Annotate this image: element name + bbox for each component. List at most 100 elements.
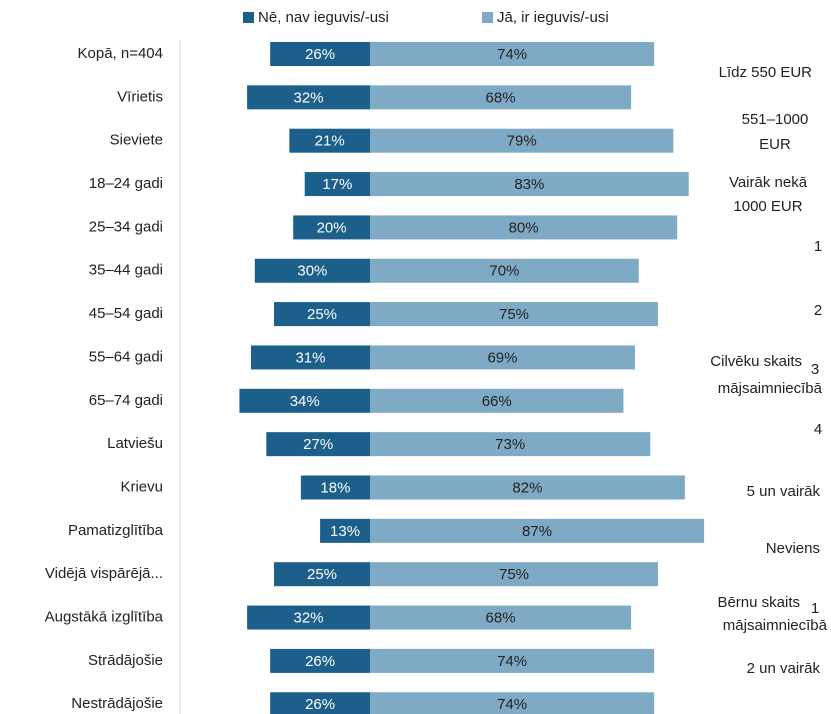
category-label: Nestrādājošie	[71, 695, 163, 712]
annotation: Neviens	[766, 540, 820, 557]
category-label: 65–74 gadi	[89, 392, 163, 409]
data-label: 73%	[495, 436, 525, 453]
data-label: 25%	[307, 566, 337, 583]
bar-segment	[247, 85, 370, 110]
bar-segment	[370, 648, 655, 673]
bar-segment	[247, 605, 370, 630]
data-label: 31%	[295, 349, 325, 366]
category-label: 25–34 gadi	[89, 218, 163, 235]
legend-swatch	[482, 12, 493, 23]
category-label: Latviešu	[107, 435, 163, 452]
data-label: 69%	[487, 349, 517, 366]
legend-swatch	[243, 12, 254, 23]
data-label: 25%	[307, 306, 337, 323]
data-label: 32%	[294, 610, 324, 627]
bar-segment	[274, 302, 370, 327]
bar-segment	[370, 475, 685, 500]
bar-segment	[293, 215, 370, 240]
data-label: 30%	[297, 263, 327, 280]
annotation: 2	[814, 302, 822, 319]
data-label: 32%	[294, 89, 324, 106]
category-label: 55–64 gadi	[89, 348, 163, 365]
bar-segment	[370, 692, 655, 714]
data-label: 80%	[509, 219, 539, 236]
bar-segment	[300, 475, 370, 500]
bar-segment	[320, 518, 370, 543]
data-label: 68%	[486, 610, 516, 627]
annotation: EUR	[759, 136, 791, 153]
annotation: 551–1000	[742, 111, 809, 128]
data-label: 75%	[499, 566, 529, 583]
data-label: 66%	[482, 393, 512, 410]
annotation: mājsaimniecībā	[723, 617, 828, 634]
bar-segment	[370, 345, 635, 370]
data-label: 26%	[305, 46, 335, 63]
bar-segment	[239, 388, 370, 413]
annotation: 4	[814, 421, 822, 438]
annotation: Bērnu skaits	[717, 594, 800, 611]
data-label: 79%	[507, 133, 537, 150]
data-label: 20%	[317, 219, 347, 236]
bar-segment	[270, 648, 370, 673]
bar-segment	[254, 258, 370, 283]
category-label: 35–44 gadi	[89, 262, 163, 279]
bar-segment	[250, 345, 370, 370]
data-label: 70%	[489, 263, 519, 280]
annotation: Līdz 550 EUR	[719, 64, 813, 81]
data-label: 83%	[514, 176, 544, 193]
annotation: 5 un vairāk	[747, 483, 821, 500]
annotation: Vairāk nekā	[729, 174, 808, 191]
annotation: 1	[814, 238, 822, 255]
data-label: 21%	[315, 133, 345, 150]
data-label: 75%	[499, 306, 529, 323]
bar-segment	[289, 128, 370, 153]
bar-segment	[370, 215, 678, 240]
bar-segment	[370, 432, 651, 457]
category-label: Pamatizglītība	[68, 522, 164, 539]
bar-segment	[370, 562, 658, 587]
data-label: 27%	[303, 436, 333, 453]
data-label: 74%	[497, 653, 527, 670]
annotation: 2 un vairāk	[747, 660, 821, 677]
data-label: 18%	[320, 479, 350, 496]
legend-label: Jā, ir ieguvis/-usi	[497, 9, 609, 26]
data-label: 26%	[305, 653, 335, 670]
data-label: 13%	[330, 523, 360, 540]
bar-segment	[370, 42, 655, 66]
data-label: 74%	[497, 46, 527, 63]
category-label: Vidējā vispārējā...	[45, 565, 163, 582]
category-label: Vīrietis	[117, 88, 163, 105]
data-label: 17%	[322, 176, 352, 193]
annotation: mājsaimniecībā	[718, 380, 823, 397]
bar-segment	[266, 432, 370, 457]
bar-segment	[270, 692, 370, 714]
data-label: 74%	[497, 696, 527, 713]
bar-segment	[370, 172, 689, 197]
legend-label: Nē, nav ieguvis/-usi	[258, 9, 389, 26]
category-label: Augstākā izglītība	[45, 609, 164, 626]
bar-segment	[304, 172, 370, 197]
annotation: 3	[811, 361, 819, 378]
data-label: 68%	[486, 89, 516, 106]
annotation: Cilvēku skaits	[710, 353, 802, 370]
category-label: 18–24 gadi	[89, 175, 163, 192]
category-label: Kopā, n=404	[78, 45, 164, 62]
bar-segment	[370, 518, 705, 543]
data-label: 82%	[512, 479, 542, 496]
category-label: Sieviete	[110, 132, 163, 149]
annotation: 1	[811, 600, 819, 617]
bar-segment	[370, 128, 674, 153]
category-label: 45–54 gadi	[89, 305, 163, 322]
bar-segment	[370, 302, 658, 327]
bar-segment	[370, 85, 632, 110]
bar-segment	[370, 258, 639, 283]
bar-segment	[274, 562, 370, 587]
bar-segment	[270, 42, 370, 66]
bar-segment	[370, 388, 624, 413]
annotation: 1000 EUR	[733, 198, 802, 215]
data-label: 87%	[522, 523, 552, 540]
category-label: Krievu	[120, 478, 163, 495]
bar-segment	[370, 605, 632, 630]
data-label: 26%	[305, 696, 335, 713]
